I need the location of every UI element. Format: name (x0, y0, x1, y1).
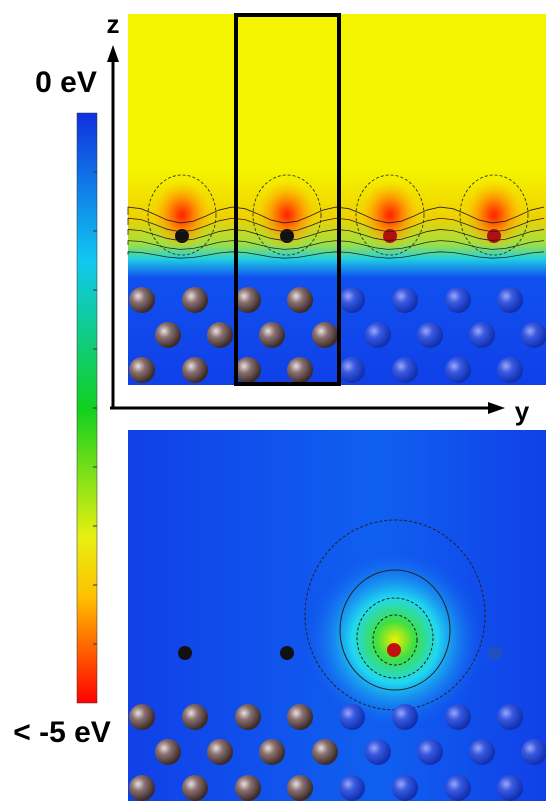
z-arrow (107, 45, 119, 62)
y-label: y (515, 396, 530, 426)
atom (182, 775, 208, 801)
atom (287, 357, 313, 383)
atom (445, 287, 471, 313)
atom (497, 775, 523, 801)
atom (235, 287, 261, 313)
atom (235, 704, 261, 730)
atom (129, 775, 155, 801)
atom (417, 739, 443, 765)
atom (312, 739, 338, 765)
atom (339, 775, 365, 801)
bottom-panel (128, 430, 546, 801)
y-arrow (488, 402, 505, 414)
atom (497, 357, 523, 383)
top-panel (128, 14, 546, 385)
molecule (178, 646, 192, 660)
atom (182, 287, 208, 313)
atom (521, 322, 546, 348)
colorbar-top-label: 0 eV (35, 66, 97, 99)
atom (129, 357, 155, 383)
atom (129, 704, 155, 730)
atom (155, 322, 181, 348)
atom (469, 739, 495, 765)
atom (182, 357, 208, 383)
atom (287, 775, 313, 801)
atom (392, 357, 418, 383)
atom (392, 775, 418, 801)
atom (497, 287, 523, 313)
atom (287, 287, 313, 313)
atom (259, 739, 285, 765)
atom (339, 357, 365, 383)
atom (207, 739, 233, 765)
atom (445, 704, 471, 730)
z-label: z (107, 9, 120, 39)
atom (445, 775, 471, 801)
atom (417, 322, 443, 348)
atom (365, 322, 391, 348)
atom (259, 322, 285, 348)
atom (445, 357, 471, 383)
atom (365, 739, 391, 765)
atom (469, 322, 495, 348)
atom (521, 739, 546, 765)
atom (235, 357, 261, 383)
molecule (488, 646, 502, 660)
atom (155, 739, 181, 765)
atom (392, 704, 418, 730)
atom (339, 704, 365, 730)
figure: 0 eV < -5 eV z y (0, 0, 546, 801)
atom (182, 704, 208, 730)
atom (339, 287, 365, 313)
atom (312, 322, 338, 348)
atom (207, 322, 233, 348)
molecule (280, 646, 294, 660)
colorbar-bottom-label: < -5 eV (13, 716, 111, 749)
atom (497, 704, 523, 730)
atom (235, 775, 261, 801)
atom (392, 287, 418, 313)
atom (287, 704, 313, 730)
atom (129, 287, 155, 313)
